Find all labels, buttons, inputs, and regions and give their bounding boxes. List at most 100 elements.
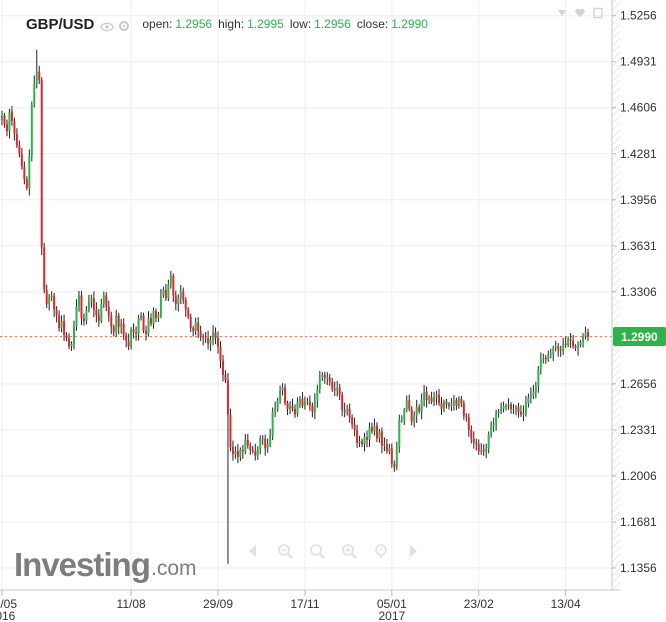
candle-body	[420, 400, 423, 412]
candle-body	[13, 121, 16, 135]
settings-icon[interactable]	[118, 19, 132, 31]
candle-body	[584, 332, 587, 337]
candle-body	[579, 342, 582, 346]
candle-body	[433, 397, 436, 402]
candle-body	[110, 315, 113, 327]
candle-body	[132, 329, 135, 333]
zoom-in-icon[interactable]	[340, 542, 358, 560]
candle-body	[30, 104, 33, 157]
candle-body	[413, 415, 416, 422]
scroll-right-icon[interactable]	[404, 542, 422, 560]
candle-body	[92, 298, 95, 310]
zoom-out-icon[interactable]	[276, 542, 294, 560]
candles-layer	[1, 49, 589, 564]
candle-body	[482, 449, 485, 452]
eye-icon[interactable]	[100, 19, 114, 32]
candle-body	[77, 295, 80, 307]
low-label: low:	[289, 17, 312, 31]
candle-body	[321, 374, 324, 378]
candle-body	[291, 405, 294, 409]
candle-body	[338, 387, 341, 395]
candle-body	[130, 329, 133, 347]
candle-body	[105, 295, 108, 307]
candle-body	[68, 337, 71, 347]
candle-body	[452, 400, 455, 404]
candle-body	[38, 71, 41, 81]
candle-body	[157, 315, 160, 319]
candle-body	[341, 394, 344, 411]
candle-body	[472, 438, 475, 443]
zoom-reset-icon[interactable]	[308, 542, 326, 560]
candle-body	[380, 431, 383, 446]
scroll-left-icon[interactable]	[244, 542, 262, 560]
x-tick-label: 31/05	[0, 597, 17, 611]
candle-body	[358, 441, 361, 443]
candle-body	[306, 401, 309, 403]
price-tag-label: 1.2990	[621, 330, 658, 344]
candle-body	[120, 323, 123, 327]
candle-body	[286, 403, 289, 409]
x-tick-label: 17/11	[290, 597, 319, 611]
candle-body	[403, 410, 406, 421]
x-tick-year-label: 2016	[0, 609, 16, 622]
candle-body	[254, 451, 257, 456]
triangle-icon[interactable]	[556, 6, 568, 18]
candle-body	[199, 330, 202, 337]
candle-body	[405, 400, 408, 411]
candle-body	[388, 448, 391, 452]
open-label: open:	[142, 17, 173, 31]
copy-icon[interactable]	[592, 6, 604, 19]
candle-body	[45, 289, 48, 304]
candle-body	[65, 335, 68, 338]
candle-body	[249, 445, 252, 450]
candle-body	[192, 328, 195, 331]
candle-body	[172, 275, 175, 296]
candle-body	[505, 405, 508, 407]
candle-body	[281, 387, 284, 391]
candle-body	[559, 349, 562, 351]
candle-body	[8, 111, 11, 132]
candle-body	[487, 434, 490, 449]
candle-body	[87, 301, 90, 310]
candle-body	[313, 400, 316, 412]
open-value: 1.2956	[175, 17, 213, 31]
candle-body	[532, 391, 535, 395]
candle-body	[214, 332, 217, 338]
candle-body	[363, 437, 366, 445]
candle-body	[107, 306, 110, 316]
candle-body	[475, 442, 478, 445]
candle-body	[102, 295, 105, 304]
heart-icon[interactable]	[574, 6, 586, 18]
candle-body	[75, 306, 78, 327]
y-axis[interactable]: 1.5256 1.4931 1.4606 1.4281 1.3956 1.3631 1.33…	[612, 9, 657, 575]
y-tick-label: 1.4931	[620, 55, 657, 69]
candle-body	[137, 318, 140, 334]
candle-body	[529, 394, 532, 398]
candle-body	[569, 339, 572, 341]
candle-body	[336, 387, 339, 391]
candle-body	[333, 388, 336, 391]
candle-body	[587, 332, 589, 337]
candle-body	[390, 448, 393, 464]
candle-body	[140, 315, 143, 319]
y-tick-label: 1.5256	[620, 9, 657, 23]
candle-body	[435, 394, 438, 398]
candle-body	[418, 407, 421, 412]
candle-body	[50, 295, 53, 297]
candle-body	[370, 427, 373, 432]
high-label: high:	[218, 17, 245, 31]
candle-body	[398, 420, 401, 447]
candle-body	[90, 298, 93, 302]
x-tick-label: 13/04	[551, 597, 581, 611]
candle-body	[43, 247, 46, 290]
candle-body	[142, 315, 145, 331]
y-tick-label: 1.2331	[620, 423, 657, 437]
candle-body	[159, 295, 162, 316]
reset-icon[interactable]	[372, 542, 390, 560]
close-label: close:	[356, 17, 389, 31]
candle-body	[33, 83, 36, 105]
candle-body	[343, 410, 346, 412]
candle-body	[184, 299, 187, 310]
